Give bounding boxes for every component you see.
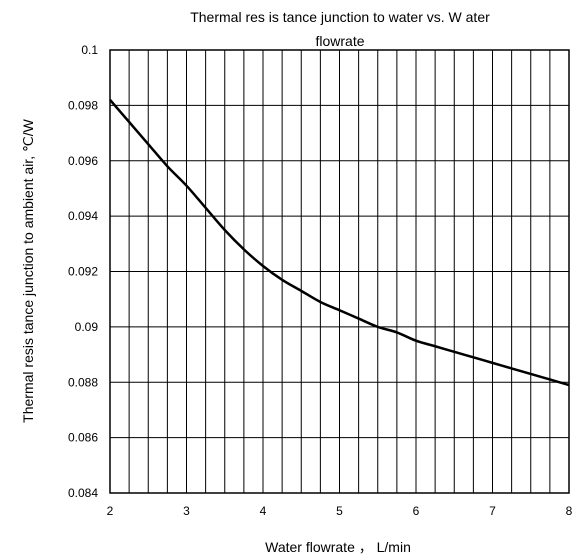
x-tick-label: 3 (183, 504, 190, 518)
x-tick-labels: 2 3 4 5 6 7 8 (107, 504, 573, 518)
y-axis-label: Thermal resis tance junction to ambient … (20, 118, 36, 422)
x-tick-label: 2 (107, 504, 114, 518)
y-tick-label: 0.084 (68, 486, 98, 500)
chart-title-line-1: Thermal res is tance junction to water v… (190, 9, 490, 25)
y-tick-label: 0.094 (68, 209, 98, 223)
x-tick-label: 8 (566, 504, 573, 518)
y-tick-label: 0.086 (68, 431, 98, 445)
x-tick-label: 6 (413, 504, 420, 518)
y-tick-label: 0.09 (75, 320, 99, 334)
y-tick-label: 0.098 (68, 98, 98, 112)
y-tick-labels: 0.084 0.086 0.088 0.09 0.092 0.094 0.096 0.098 0… (68, 43, 98, 500)
grid (110, 49, 569, 494)
series-line (109, 99, 570, 387)
x-tick-label: 4 (260, 504, 267, 518)
x-tick-label: 5 (336, 504, 343, 518)
y-tick-label: 0.092 (68, 265, 98, 279)
x-tick-label: 7 (489, 504, 496, 518)
y-tick-label: 0.096 (68, 154, 98, 168)
chart-title-line-2: flowrate (315, 33, 364, 49)
x-axis-label: Water flowrate ， L/min (265, 539, 411, 555)
y-tick-label: 0.088 (68, 375, 98, 389)
plot-frame (109, 49, 570, 494)
y-tick-label: 0.1 (81, 43, 98, 57)
